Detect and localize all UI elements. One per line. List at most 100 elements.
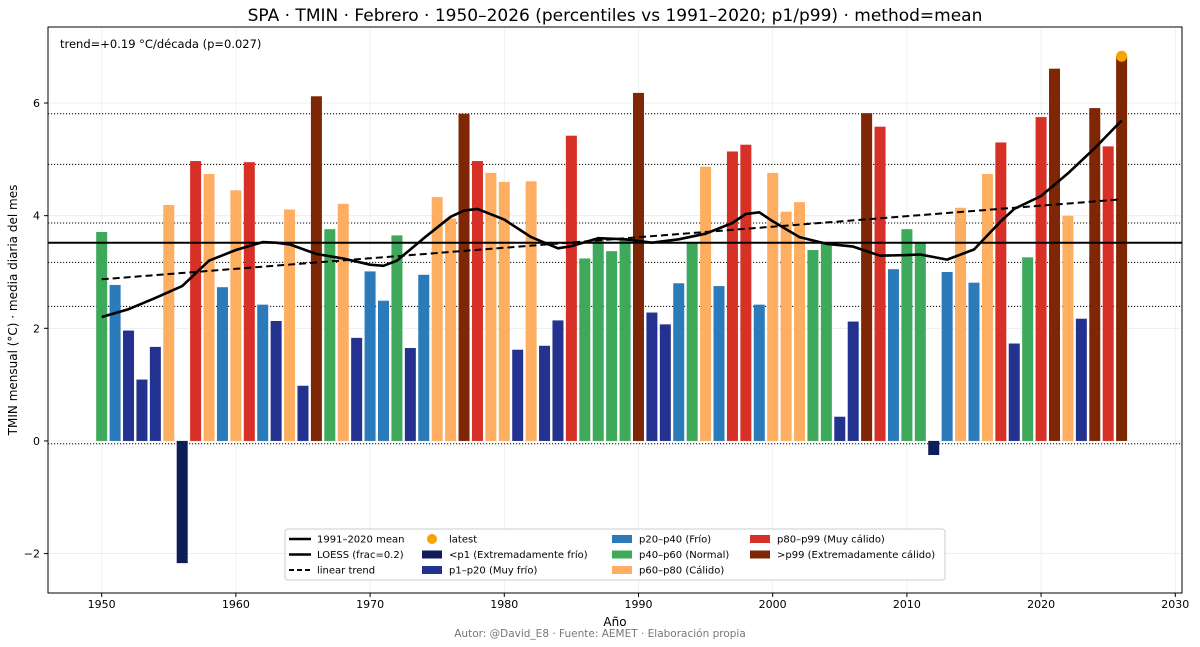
legend-label: p1–p20 (Muy frío) [449,565,537,577]
lines [48,50,1182,319]
bars [96,56,1128,564]
y-tick-label: 6 [33,97,40,110]
bar-2011 [914,242,926,441]
legend-label: linear trend [317,566,375,577]
y-tick-label: 4 [33,210,40,223]
bar-2004 [820,243,832,441]
legend-label: p80–p99 (Muy cálido) [777,534,885,546]
x-ticks: 1950 1960 1970 1980 1990 2000 2010 2020 2030 [88,593,1189,611]
legend-label: p60–p80 (Cálido) [639,565,724,577]
legend-label: LOESS (frac=0.2) [317,550,404,561]
y-axis-label: TMIN mensual (°C) · media diaria del mes [6,185,20,437]
legend-swatch [750,550,770,559]
bar-1958 [203,173,215,441]
loess-line [101,119,1123,319]
bar-1992 [659,324,671,441]
bar-1967 [324,229,336,441]
bar-1979 [485,172,497,441]
bar-2012 [928,440,940,456]
legend-label: <p1 (Extremadamente frío) [449,549,588,561]
bar-1969 [351,337,363,441]
bar-2023 [1075,318,1087,441]
legend-swatch [427,534,437,544]
bar-1966 [310,96,322,441]
bar-2018 [1008,343,1020,441]
legend-label: latest [449,535,477,546]
x-tick-label: 2030 [1161,598,1189,611]
bar-2015 [968,282,980,441]
bar-1950 [96,231,108,441]
bar-2016 [981,173,993,441]
bar-2002 [794,202,806,441]
bar-1956 [176,440,188,564]
bar-1970 [364,271,376,441]
bar-2000 [767,172,779,441]
bar-1951 [109,284,121,441]
bar-2025 [1102,146,1114,441]
bar-1962 [257,304,269,441]
bar-1960 [230,190,242,441]
x-tick-label: 1960 [222,598,250,611]
legend-swatch [612,535,632,543]
bar-1955 [163,204,175,441]
bar-1973 [404,348,416,441]
bar-1987 [592,238,604,441]
x-tick-label: 2000 [759,598,787,611]
bar-1971 [378,300,390,441]
bar-2026 [1116,56,1128,441]
bar-1982 [525,181,537,441]
bar-1986 [579,258,591,441]
bar-1978 [471,161,483,441]
bar-1961 [243,162,255,441]
bar-2014 [955,207,967,441]
bar-1952 [123,330,135,441]
credit-text: Autor: @David_E8 · Fuente: AEMET · Elabo… [454,628,746,640]
x-tick-label: 1970 [356,598,384,611]
bar-1963 [270,320,282,441]
trend-annotation: trend=+0.19 °C/década (p=0.027) [60,37,261,51]
bar-1972 [391,235,403,441]
legend-label: >p99 (Extremadamente cálido) [777,549,935,561]
x-tick-label: 1990 [624,598,652,611]
bar-1976 [445,218,457,441]
legend-swatch [422,566,442,574]
legend: 1991–2020 mean LOESS (frac=0.2) linear tre… [284,528,946,581]
bar-1996 [713,286,725,441]
bar-1965 [297,385,309,441]
bar-2009 [887,269,899,441]
x-tick-label: 2010 [893,598,921,611]
bar-2020 [1035,117,1047,441]
legend-swatch [612,566,632,574]
bar-1959 [216,287,228,441]
bar-2022 [1062,215,1074,441]
legend-swatch [612,550,632,559]
bar-1983 [539,345,551,441]
bar-1954 [149,346,161,441]
bar-1975 [431,197,443,441]
bar-2005 [834,416,846,441]
bar-1988 [606,251,618,441]
bar-1989 [619,238,631,441]
bar-1998 [740,144,752,441]
bar-1984 [552,320,564,441]
x-tick-label: 1980 [490,598,518,611]
bar-1957 [190,161,202,441]
bar-2007 [861,113,873,441]
bar-1993 [673,283,685,441]
x-tick-label: 1950 [88,598,116,611]
bar-2019 [1022,257,1034,441]
y-tick-label: 2 [33,322,40,335]
legend-label: p20–p40 (Frío) [639,534,711,546]
bar-2024 [1089,108,1101,441]
bar-1974 [418,274,430,441]
legend-swatch [422,550,442,559]
legend-swatch [750,535,770,543]
bar-1990 [632,92,644,441]
bar-2013 [941,271,953,441]
bar-2017 [995,142,1007,441]
bar-1997 [726,151,738,441]
bar-1964 [284,209,296,441]
chart-title: SPA · TMIN · Febrero · 1950–2026 (percen… [248,6,983,26]
x-tick-label: 2020 [1027,598,1055,611]
bar-2006 [847,321,859,441]
